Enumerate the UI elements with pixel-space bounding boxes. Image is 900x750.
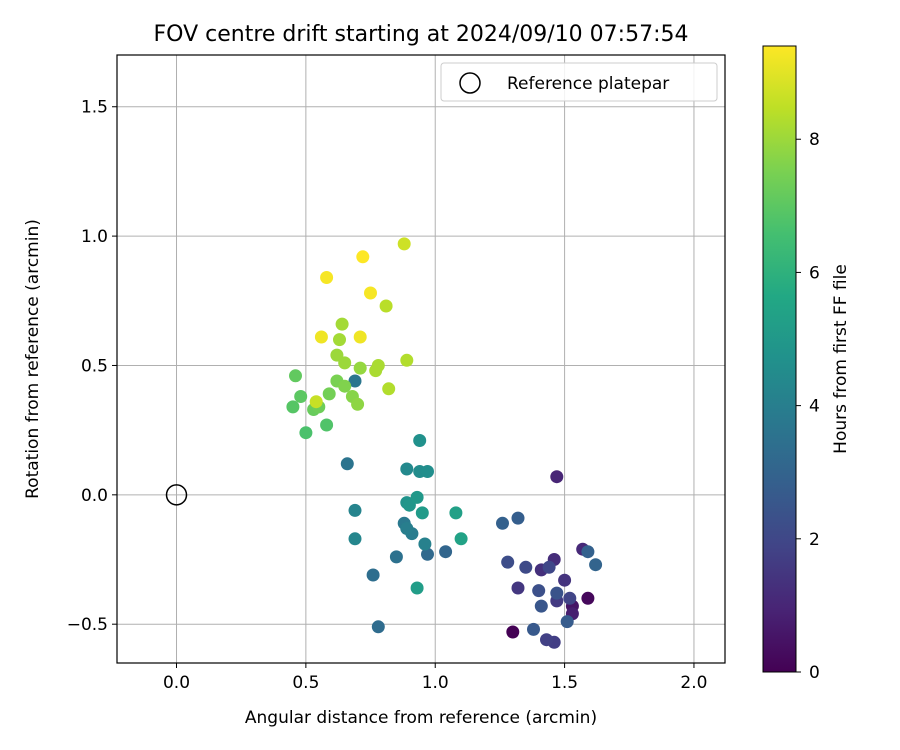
data-point — [335, 317, 349, 331]
data-point — [314, 330, 328, 344]
y-tick-label: 0.0 — [81, 486, 108, 506]
chart-title: FOV centre drift starting at 2024/09/10 … — [154, 22, 689, 47]
data-point — [511, 581, 525, 595]
data-point — [421, 547, 434, 561]
data-point — [560, 615, 574, 629]
data-point — [496, 516, 509, 530]
data-point — [413, 434, 427, 447]
reference-platepar-marker — [165, 484, 188, 506]
data-point — [542, 560, 556, 574]
colorbar: 0 2 4 6 8 Hours from first FF file — [762, 45, 851, 683]
data-point — [371, 359, 385, 372]
plot-area-frame — [116, 54, 726, 664]
data-point — [581, 545, 595, 559]
data-point — [299, 426, 313, 440]
data-point — [400, 522, 414, 535]
data-point — [511, 511, 525, 525]
data-point — [286, 400, 300, 414]
x-tick-label: 1.0 — [422, 673, 449, 693]
data-point — [589, 558, 603, 572]
data-point — [320, 418, 334, 432]
data-point — [501, 555, 515, 569]
data-point — [527, 622, 540, 636]
legend-marker-icon — [459, 72, 481, 94]
x-tick-label: 1.5 — [551, 673, 578, 693]
colorbar-tick-label: 0 — [809, 663, 820, 683]
x-axis-label: Angular distance from reference (arcmin) — [245, 708, 597, 728]
y-axis-ticks: −0.5 0.0 0.5 1.0 1.5 — [67, 98, 117, 635]
data-point — [410, 581, 424, 595]
data-point — [338, 356, 352, 370]
data-point — [289, 369, 302, 383]
data-point — [320, 271, 334, 284]
data-point — [532, 584, 546, 598]
data-point — [410, 490, 424, 504]
data-point — [322, 387, 336, 401]
y-axis-label: Rotation from reference (arcmin) — [23, 219, 43, 499]
data-point — [389, 550, 403, 564]
data-point — [338, 379, 352, 393]
data-point — [353, 330, 367, 344]
colorbar-tick-label: 4 — [809, 397, 820, 417]
data-point — [353, 361, 367, 375]
colorbar-tick-label: 2 — [809, 530, 820, 550]
grid-lines — [117, 55, 725, 663]
colorbar-tick-label: 8 — [809, 130, 820, 150]
data-point — [519, 560, 533, 574]
data-point — [449, 506, 463, 520]
data-point — [351, 397, 365, 411]
data-point — [309, 395, 323, 409]
data-point — [340, 457, 354, 471]
data-point — [418, 537, 432, 551]
x-axis-ticks: 0.0 0.5 1.0 1.5 2.0 — [163, 663, 707, 693]
data-point — [348, 532, 362, 546]
y-tick-label: 1.5 — [81, 98, 108, 118]
data-point — [421, 465, 434, 478]
data-point — [400, 462, 414, 476]
colorbar-tick-label: 6 — [809, 263, 820, 283]
x-tick-label: 0.0 — [163, 673, 190, 693]
data-point — [364, 286, 377, 300]
data-point — [379, 299, 393, 313]
data-point — [333, 333, 346, 347]
data-point — [371, 620, 385, 634]
data-point — [382, 382, 396, 396]
data-point — [400, 353, 414, 367]
legend-box — [440, 62, 718, 102]
data-point — [454, 532, 468, 546]
data-point — [506, 625, 520, 639]
colorbar-ticks: 0 2 4 6 8 — [796, 130, 820, 683]
data-point — [366, 568, 380, 582]
x-tick-label: 2.0 — [680, 673, 707, 693]
data-point — [540, 633, 553, 647]
data-point — [348, 503, 362, 517]
data-point — [415, 506, 429, 520]
reference-marker-layer — [165, 484, 188, 506]
data-points — [286, 237, 603, 649]
y-tick-label: 1.0 — [81, 227, 108, 247]
data-point — [356, 250, 370, 264]
data-point — [563, 591, 577, 605]
data-point — [439, 545, 453, 559]
data-point — [581, 591, 595, 605]
colorbar-label: Hours from first FF file — [831, 264, 851, 454]
x-tick-label: 0.5 — [292, 673, 319, 693]
y-tick-label: −0.5 — [67, 615, 108, 635]
data-point — [558, 573, 572, 587]
y-tick-label: 0.5 — [81, 356, 108, 376]
data-point — [294, 390, 308, 403]
data-point — [550, 470, 564, 484]
colorbar-gradient — [762, 45, 797, 673]
legend: Reference platepar — [440, 62, 718, 102]
data-point — [550, 586, 564, 600]
data-point — [534, 599, 548, 613]
data-point — [348, 374, 362, 388]
data-point — [397, 237, 411, 251]
legend-entry-reference-platepar: Reference platepar — [507, 74, 669, 94]
